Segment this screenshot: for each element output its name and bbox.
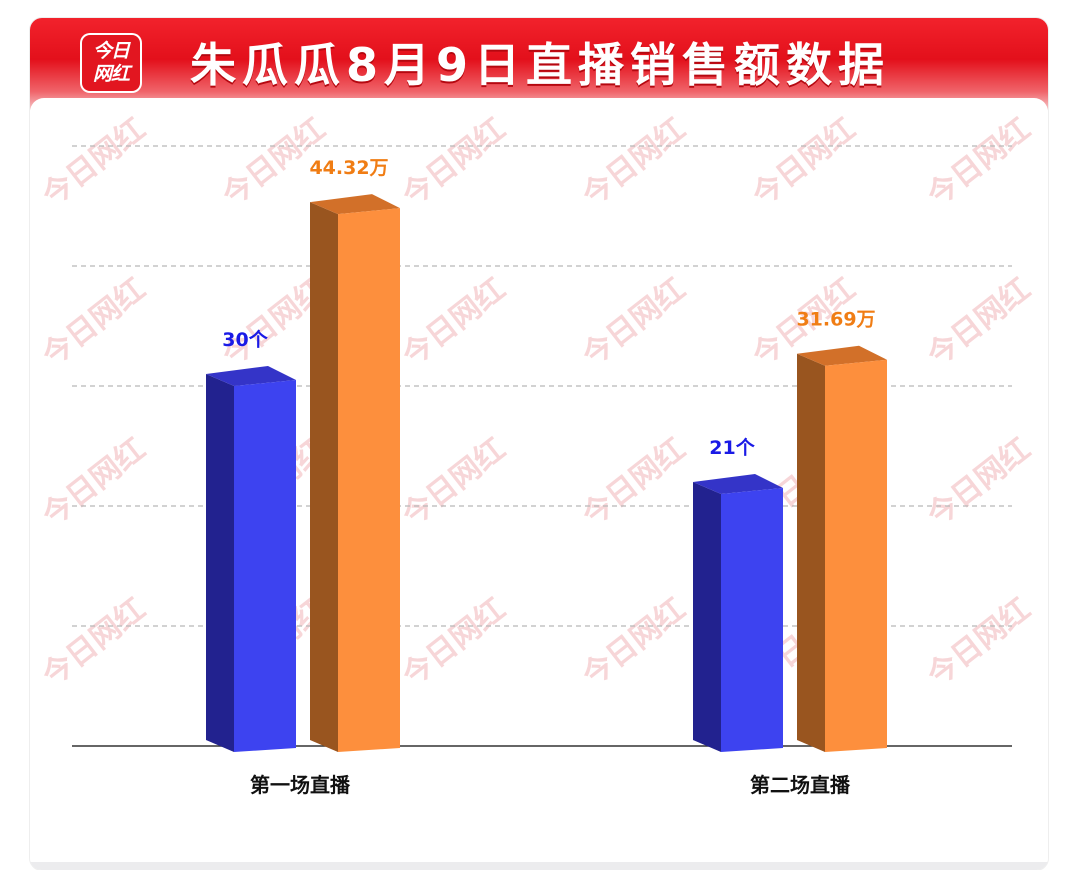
brand-logo: 今日 网红 — [82, 35, 140, 91]
category-label-1: 第一场直播 — [250, 773, 351, 797]
watermark-text: 今日网红 — [921, 432, 1037, 533]
watermark-text: 今日网红 — [921, 592, 1037, 693]
data-label-series1-2: 21个 — [709, 437, 755, 459]
bar-series2-2 — [797, 345, 887, 752]
watermark-text: 今日网红 — [396, 112, 512, 213]
bar-side-face — [310, 202, 338, 752]
watermark-text: 今日网红 — [576, 432, 692, 533]
bar-top-face — [310, 194, 400, 215]
watermark-text: 今日网红 — [921, 272, 1037, 373]
bar-series1-2 — [693, 474, 783, 752]
watermark-text: 今日网红 — [746, 112, 862, 213]
bar-side-face — [693, 482, 721, 752]
bar-series2-1 — [310, 194, 400, 752]
bar-front-face — [234, 380, 296, 752]
data-label-series1-1: 30个 — [222, 329, 268, 351]
data-label-series2-1: 44.32万 — [309, 157, 388, 179]
bar-side-face — [797, 353, 825, 752]
watermark-text: 今日网红 — [396, 432, 512, 533]
bar-top-face — [797, 345, 887, 366]
data-label-series2-2: 31.69万 — [796, 309, 875, 331]
bar-top-face — [693, 474, 783, 494]
category-label-2: 第二场直播 — [750, 773, 851, 797]
bar-front-face — [338, 208, 400, 752]
logo-text-line2: 网红 — [92, 63, 130, 85]
watermark-text: 今日网红 — [36, 272, 152, 373]
bar-side-face — [206, 374, 234, 752]
watermark-text: 今日网红 — [921, 112, 1037, 213]
watermark-text: 今日网红 — [36, 592, 152, 693]
watermark-text: 今日网红 — [576, 112, 692, 213]
watermark-text: 今日网红 — [36, 432, 152, 533]
bar-top-face — [206, 366, 296, 386]
bar-series1-1 — [206, 366, 296, 752]
footer-strip — [30, 862, 1048, 870]
bars-layer — [206, 194, 887, 752]
watermark-text: 今日网红 — [36, 112, 152, 213]
header-banner: 今日 网红 朱瓜瓜8月9日直播销售额数据 — [30, 18, 1048, 110]
bar-front-face — [721, 488, 783, 752]
watermark-text: 今日网红 — [396, 272, 512, 373]
watermark-text: 今日网红 — [576, 592, 692, 693]
logo-text-line1: 今日 — [92, 40, 130, 62]
page-title: 朱瓜瓜8月9日直播销售额数据 — [190, 38, 891, 92]
watermark-text: 今日网红 — [396, 592, 512, 693]
watermark-text: 今日网红 — [576, 272, 692, 373]
bar-front-face — [825, 359, 887, 752]
